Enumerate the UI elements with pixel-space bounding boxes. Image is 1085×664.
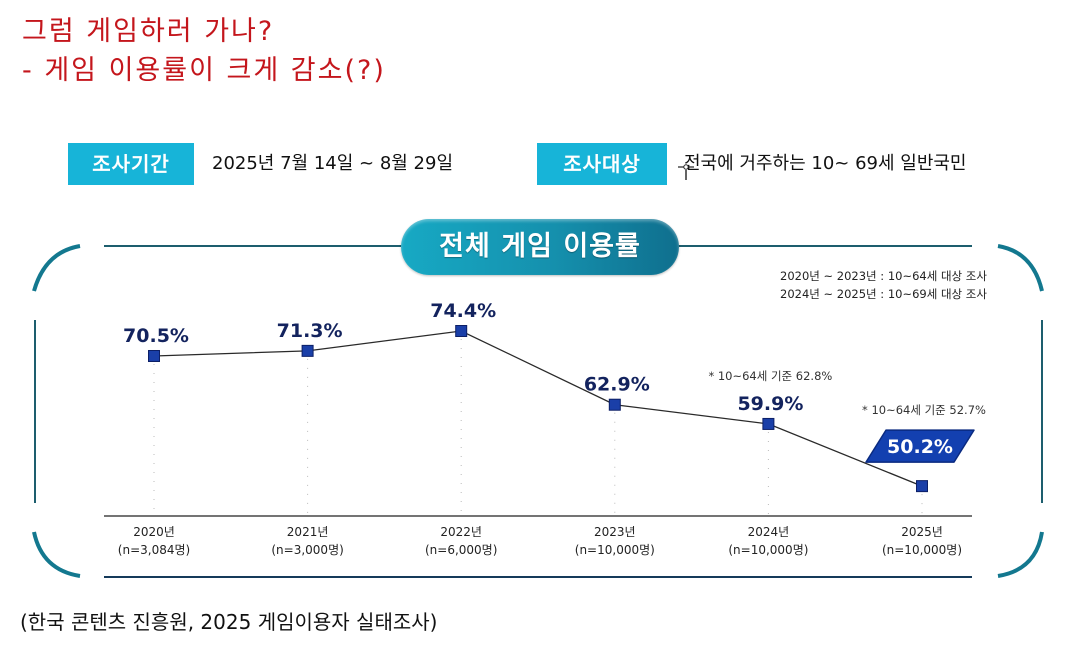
data-value-label: 70.5% (123, 325, 189, 347)
x-tick-sample-label: (n=6,000명) (425, 543, 497, 557)
data-point-marker (608, 398, 621, 411)
data-value-label: 59.9% (737, 393, 803, 415)
annotation-note: * 10~64세 기준 52.7% (862, 403, 986, 417)
data-point-marker (762, 417, 775, 430)
age-note-2024-2025: 2024년 ~ 2025년 : 10~69세 대상 조사 (780, 287, 987, 301)
survey-target-value: 전국에 거주하는 10~ 69세 일반국민 (684, 153, 967, 174)
highlight-badge (865, 429, 975, 463)
x-tick-year-label: 2022년 (440, 525, 482, 539)
survey-period-value: 2025년 7월 14일 ~ 8월 29일 (212, 153, 454, 174)
age-note-2020-2023: 2020년 ~ 2023년 : 10~64세 대상 조사 (780, 269, 987, 283)
x-tick-year-label: 2025년 (901, 525, 943, 539)
x-tick-sample-label: (n=3,084명) (118, 543, 190, 557)
x-tick-sample-label: (n=3,000명) (271, 543, 343, 557)
data-value-label: 71.3% (277, 320, 343, 342)
headline-question: 그럼 게임하러 가나? (22, 16, 275, 47)
headline-subtitle: - 게임 이용률이 크게 감소(?) (22, 55, 386, 86)
x-tick-year-label: 2023년 (594, 525, 636, 539)
data-point-marker (148, 349, 160, 362)
x-tick-sample-label: (n=10,000명) (575, 543, 655, 557)
x-tick-year-label: 2020년 (133, 525, 175, 539)
x-tick-year-label: 2024년 (748, 525, 790, 539)
data-value-label: 74.4% (430, 300, 496, 322)
source-citation: (한국 콘텐츠 진흥원, 2025 게임이용자 실태조사) (20, 610, 438, 634)
x-tick-year-label: 2021년 (287, 525, 329, 539)
data-point-marker (301, 344, 314, 357)
survey-period-badge: 조사기간 (68, 143, 194, 185)
text-cursor-icon (678, 164, 694, 180)
data-point-marker (455, 325, 468, 337)
x-tick-sample-label: (n=10,000명) (728, 543, 808, 557)
series-line (153, 330, 923, 487)
highlight-value-label: 50.2% (887, 436, 953, 458)
data-value-label: 62.9% (584, 374, 650, 396)
annotation-note: * 10~64세 기준 62.8% (708, 369, 832, 383)
chart-title: 전체 게임 이용률 (401, 219, 679, 275)
data-point-marker (916, 480, 928, 493)
x-tick-sample-label: (n=10,000명) (882, 543, 962, 557)
survey-target-badge: 조사대상 (537, 143, 667, 185)
